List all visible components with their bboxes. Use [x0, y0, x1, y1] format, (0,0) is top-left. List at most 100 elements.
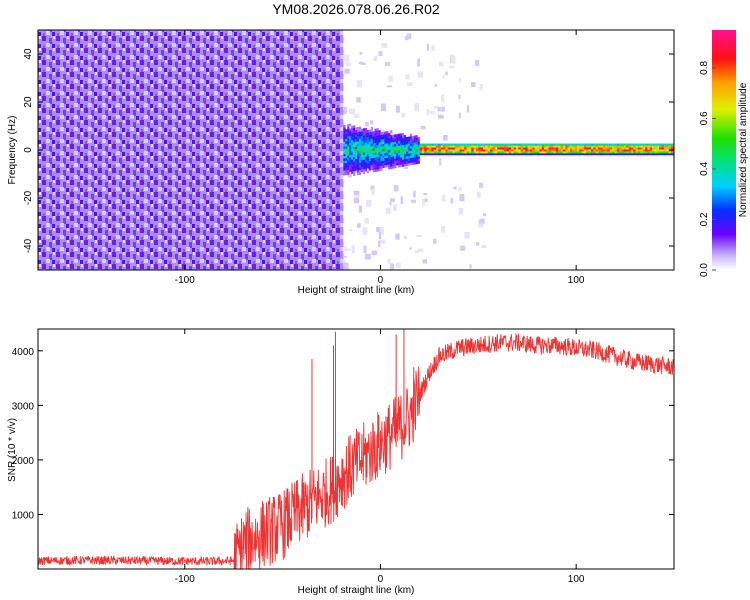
spectral-cell	[343, 170, 346, 173]
spectral-cell	[508, 149, 512, 152]
spectral-cell	[388, 157, 391, 160]
spectral-cell	[382, 131, 385, 135]
spectral-cell	[464, 145, 467, 148]
spectral-cell	[364, 159, 368, 162]
spectral-cell	[534, 151, 538, 154]
spectral-cell	[360, 159, 364, 163]
spectral-cell	[392, 146, 395, 150]
spectral-cell	[353, 142, 356, 145]
spectral-cell	[588, 153, 592, 156]
spectral-cell	[343, 163, 346, 166]
spectral-cell	[593, 153, 596, 156]
spectral-cell	[372, 157, 375, 161]
spectral-cell	[483, 149, 486, 152]
spectral-cell	[612, 153, 615, 156]
sparse-blob	[422, 259, 427, 264]
spectral-cell	[349, 142, 352, 146]
spectral-cell	[384, 160, 387, 163]
spectral-cell	[473, 147, 477, 150]
spectral-cell	[661, 145, 665, 148]
spectral-cell	[400, 154, 403, 158]
spectral-cell	[349, 152, 352, 156]
spectral-cell	[520, 149, 524, 152]
spectral-cell	[372, 152, 375, 156]
spectral-cell	[382, 165, 385, 169]
spectral-cell	[623, 151, 627, 154]
spectral-cell	[558, 149, 561, 152]
spectral-cell	[380, 151, 383, 154]
spectral-cell	[358, 169, 362, 173]
spectral-cell	[609, 151, 613, 154]
spectral-cell	[382, 153, 385, 157]
spectral-cell	[362, 145, 366, 148]
sparse-blob	[344, 245, 347, 252]
spectral-cell	[368, 156, 371, 159]
spectral-cell	[407, 139, 411, 142]
spectral-cell	[501, 143, 505, 146]
spectral-cell	[376, 147, 379, 150]
spectral-cell	[612, 151, 615, 154]
spectral-cell	[440, 153, 444, 156]
spectral-cell	[454, 143, 458, 146]
spectral-cell	[372, 160, 375, 163]
spectral-cell	[401, 159, 405, 162]
spectral-cell	[527, 151, 531, 154]
spectral-cell	[546, 143, 550, 146]
sparse-blob	[386, 85, 392, 88]
spectral-cell	[440, 151, 444, 154]
spectral-cell	[390, 151, 393, 155]
spectral-cell	[347, 124, 350, 127]
spectral-cell	[360, 128, 364, 132]
spectral-cell	[386, 162, 389, 165]
spectral-cell	[602, 153, 606, 156]
spectral-cell	[390, 135, 393, 138]
spectral-cell	[358, 136, 362, 139]
spectral-cell	[569, 143, 573, 146]
spectral-cell	[362, 152, 366, 155]
spectral-cell	[433, 151, 437, 154]
spectral-cell	[461, 151, 465, 154]
spectral-cell	[417, 144, 420, 147]
spectral-cell	[428, 147, 432, 150]
spectral-cell	[565, 147, 568, 150]
spectral-cell	[560, 143, 564, 146]
spectral-cell	[457, 147, 460, 150]
colorbar-tick-label: 0.2	[699, 212, 710, 226]
spectral-cell	[398, 164, 401, 168]
spectral-cell	[591, 145, 594, 148]
spectral-cell	[392, 161, 395, 164]
spectral-cell	[605, 145, 608, 148]
spectral-cell	[440, 147, 444, 150]
spectral-cell	[394, 156, 397, 159]
spectral-cell	[351, 161, 354, 165]
spectral-cell	[623, 143, 627, 146]
spectral-cell	[515, 149, 519, 152]
spectral-cell	[374, 154, 377, 158]
spectral-cell	[398, 145, 401, 149]
spectral-cell	[421, 143, 425, 146]
spectral-cell	[504, 153, 507, 156]
spectral-cell	[396, 153, 399, 156]
spectral-cell	[565, 143, 568, 146]
spectral-cell	[633, 147, 636, 150]
spectral-cell	[407, 148, 411, 152]
spectral-cell	[347, 155, 350, 158]
spectral-cell	[366, 146, 369, 150]
spectral-cell	[343, 158, 346, 161]
sparse-blob	[379, 227, 384, 235]
spectral-cell	[428, 151, 432, 154]
spectral-cell	[368, 165, 371, 169]
spectral-cell	[602, 147, 606, 150]
spectral-cell	[360, 164, 364, 168]
sparse-blob	[479, 219, 485, 224]
spectral-cell	[390, 130, 393, 133]
spectral-cell	[450, 143, 453, 146]
spectral-cell	[654, 143, 658, 146]
spectral-cell	[544, 147, 547, 150]
spectral-cell	[504, 149, 507, 152]
spectral-cell	[562, 143, 566, 146]
sparse-blob	[439, 158, 442, 166]
spectral-cell	[433, 145, 437, 148]
spectral-cell	[353, 173, 356, 176]
spectral-cell	[345, 162, 348, 166]
